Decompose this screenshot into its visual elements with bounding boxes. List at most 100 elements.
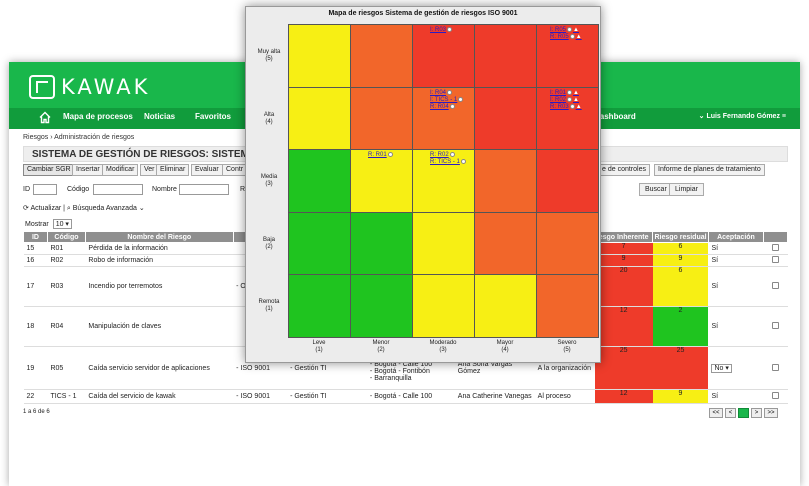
risk-map-cell[interactable] — [412, 211, 475, 276]
risk-map-cell[interactable] — [474, 274, 537, 338]
mostrar-label: Mostrar — [25, 221, 49, 228]
col-inherente[interactable]: esgo Inherente — [594, 231, 654, 243]
risk-map-cell[interactable] — [536, 86, 599, 151]
cell-residual: 25 — [652, 346, 709, 390]
col-id[interactable]: ID — [23, 231, 48, 243]
risk-marker[interactable]: R: TICS - 1 — [430, 159, 466, 165]
actualizar-link[interactable]: Actualizar — [30, 205, 62, 212]
risk-map-window[interactable]: Mapa de riesgos Sistema de gestión de ri… — [245, 6, 601, 363]
risk-map-cell[interactable] — [350, 274, 413, 338]
cambiar-sgr-button[interactable]: Cambiar SGR — [23, 164, 75, 176]
risk-marker[interactable]: R: R01 — [368, 152, 393, 158]
limpiar-button[interactable]: Limpiar — [669, 183, 704, 196]
col-nombre[interactable]: Nombre del Riesgo — [84, 231, 234, 243]
page-size-control: Mostrar 10 ▾ — [25, 219, 72, 229]
row-checkbox[interactable] — [771, 256, 779, 263]
impact-level: (1) — [315, 347, 323, 353]
risk-marker[interactable]: I: R03 — [430, 27, 453, 34]
impact-level: (4) — [501, 347, 509, 353]
aceptacion-select[interactable]: No ▾ — [711, 364, 732, 373]
pager-prev-button[interactable]: < — [725, 408, 736, 418]
pager-last-button[interactable]: >> — [764, 408, 778, 418]
risk-map-cell[interactable] — [350, 211, 413, 276]
eliminar-button[interactable]: Eliminar — [156, 164, 190, 176]
nav-noticias[interactable]: Noticias — [144, 112, 176, 121]
risk-map-cell[interactable] — [350, 86, 413, 151]
info-icon — [447, 27, 453, 32]
page-size-select[interactable]: 10 ▾ — [52, 219, 72, 229]
risk-map-cell[interactable] — [474, 24, 537, 88]
risk-marker[interactable]: I: R02 ▲ — [550, 96, 579, 103]
risk-map-cell[interactable] — [412, 86, 475, 151]
filter-id-input[interactable] — [33, 184, 57, 195]
risk-map-cell[interactable] — [474, 149, 537, 213]
modificar-button[interactable]: Modificar — [102, 164, 139, 176]
risk-marker[interactable]: R: R04 — [430, 103, 455, 110]
risk-map-cell[interactable] — [350, 24, 413, 88]
impact-label: Menor (2) — [350, 340, 412, 354]
home-icon[interactable] — [39, 111, 51, 124]
probability-name: Baja — [262, 236, 275, 243]
row-checkbox[interactable] — [771, 392, 779, 399]
kawak-logo[interactable]: KAWAK — [29, 74, 150, 100]
risk-map-cell[interactable] — [288, 86, 351, 151]
cell-id: 16 — [23, 254, 48, 267]
risk-map-cell[interactable] — [412, 24, 475, 88]
risk-map-cell[interactable] — [412, 274, 475, 338]
nav-mapa-procesos[interactable]: Mapa de procesos — [63, 112, 133, 121]
risk-marker[interactable]: I: R01 ▲ — [550, 89, 579, 96]
cell-inherente: 20 — [594, 266, 653, 307]
informe-controles-button[interactable]: e de controles — [598, 164, 650, 176]
table-row[interactable]: 22 TICS - 1 Caída del servicio de kawak - I… — [23, 389, 788, 404]
row-checkbox[interactable] — [771, 363, 779, 371]
controles-button[interactable]: Contr — [222, 164, 248, 176]
cell-residual: 9 — [652, 254, 709, 267]
info-icon — [569, 103, 575, 109]
row-checkbox[interactable] — [771, 282, 779, 289]
row-checkbox[interactable] — [771, 322, 779, 329]
risk-marker[interactable]: I: R04 — [430, 89, 453, 96]
pager-current-page[interactable] — [738, 408, 749, 418]
table-row[interactable]: 19 R05 Caída servicio servidor de aplicaci… — [23, 346, 788, 390]
col-residual[interactable]: Riesgo residual — [652, 231, 709, 243]
filter-codigo-input[interactable] — [93, 184, 143, 195]
risk-map-cell[interactable] — [288, 211, 351, 276]
pager-first-button[interactable]: << — [709, 408, 723, 418]
evaluar-button[interactable]: Evaluar — [191, 164, 223, 176]
probability-level: (1) — [265, 306, 273, 313]
row-checkbox[interactable] — [771, 244, 779, 251]
risk-marker[interactable]: I: R05 ▲ — [550, 27, 579, 33]
user-menu[interactable]: ⌄ Luis Fernando Gómez ≡ — [699, 112, 786, 120]
risk-map-cell[interactable] — [474, 211, 537, 276]
risk-map-cell[interactable] — [288, 149, 351, 213]
breadcrumb[interactable]: Riesgos › Administración de riesgos — [23, 134, 135, 141]
risk-map-cell[interactable] — [350, 149, 413, 213]
cell-id: 17 — [23, 266, 48, 307]
col-codigo[interactable]: Código — [46, 231, 86, 243]
risk-map-cell[interactable] — [474, 86, 537, 151]
filter-nombre-input[interactable] — [179, 184, 229, 195]
insertar-button[interactable]: Insertar — [72, 164, 104, 176]
risk-marker[interactable]: I: TICS - 1 — [430, 96, 464, 103]
risk-map-cell[interactable] — [288, 24, 351, 88]
risk-marker[interactable]: R: R05 ▲ — [550, 34, 582, 40]
nav-favoritos[interactable]: Favoritos — [195, 112, 232, 121]
cell-ubicacion: - Bogotá - Calle 100 — [366, 389, 455, 404]
risk-marker[interactable]: R: R02 — [430, 152, 455, 158]
risk-map-cell[interactable] — [288, 274, 351, 338]
pager-next-button[interactable]: > — [751, 408, 762, 418]
nav-dashboard[interactable]: Dashboard — [594, 112, 636, 121]
informe-planes-button[interactable]: Informe de planes de tratamiento — [654, 164, 765, 176]
busqueda-avanzada-link[interactable]: Búsqueda Avanzada — [72, 205, 137, 212]
impact-name: Moderado — [429, 340, 457, 346]
risk-map-cell[interactable] — [536, 211, 599, 276]
risk-map-cell[interactable] — [536, 149, 599, 213]
probability-label: Baja (2) — [252, 237, 286, 251]
risk-marker[interactable]: R: R03 ▲ — [550, 103, 582, 110]
impact-level: (3) — [439, 347, 447, 353]
buscar-button[interactable]: Buscar — [639, 183, 673, 196]
risk-marker-label: I: R03 — [430, 27, 447, 34]
cell-aceptacion: No ▾ — [708, 346, 764, 390]
col-aceptacion[interactable]: Aceptación — [707, 231, 764, 243]
risk-map-cell[interactable] — [536, 274, 599, 338]
